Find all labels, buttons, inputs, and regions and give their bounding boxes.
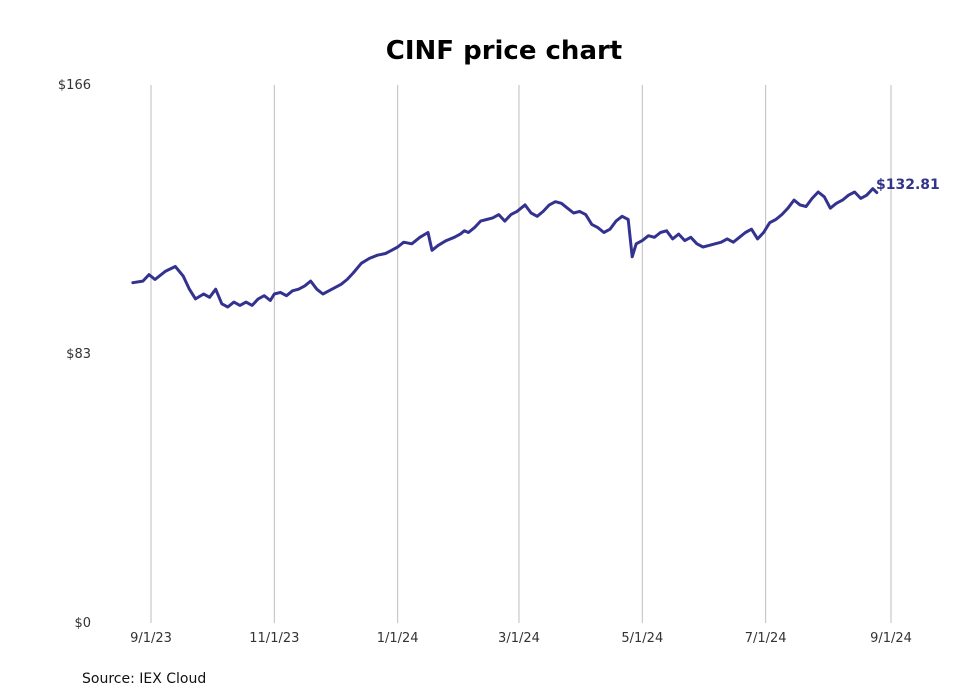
y-tick-label: $83 [66,347,91,362]
x-tick-label: 9/1/24 [870,631,912,646]
x-tick-label: 3/1/24 [498,631,540,646]
x-tick-label: 9/1/23 [130,631,172,646]
series-layer [131,187,879,309]
x-tick-label: 11/1/23 [249,631,299,646]
last-value-label: $132.81 [876,177,940,193]
y-axis-ticks: $0 $83 $166 [58,78,91,631]
x-axis-ticks: 9/1/23 11/1/23 1/1/24 3/1/24 5/1/24 7/1/24 9/1… [130,631,912,646]
x-tick-label: 7/1/24 [745,631,787,646]
x-tick-label: 5/1/24 [621,631,663,646]
source-note: Source: IEX Cloud [82,671,206,687]
y-tick-label: $0 [74,616,91,631]
y-tick-label: $166 [58,78,91,93]
chart-title: CINF price chart [386,36,623,66]
price-line [131,187,879,309]
vertical-gridlines [150,85,892,623]
x-tick-label: 1/1/24 [377,631,419,646]
